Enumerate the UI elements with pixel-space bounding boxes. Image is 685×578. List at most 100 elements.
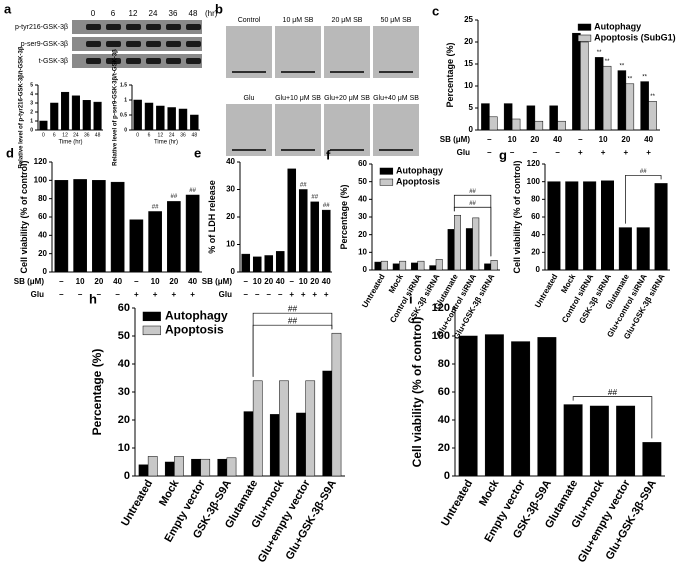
bar bbox=[625, 83, 635, 131]
y-tick-label: 40 bbox=[358, 194, 367, 203]
bar bbox=[164, 461, 175, 477]
y-tick-label: 0 bbox=[469, 125, 474, 134]
condition-value: + bbox=[312, 290, 317, 299]
blot-band bbox=[186, 58, 201, 64]
blot-row-label: p-ser9-GSK-3β bbox=[21, 41, 68, 48]
x-axis-label: Time (hr) bbox=[154, 140, 178, 146]
x-tick-label: Mock bbox=[387, 272, 405, 295]
y-tick-label: 80 bbox=[531, 194, 540, 203]
bar bbox=[489, 116, 498, 131]
significance: ** bbox=[597, 50, 602, 56]
bracket-label: ## bbox=[469, 189, 476, 195]
lane-label: 0 bbox=[91, 9, 96, 18]
condition-value: – bbox=[578, 135, 583, 144]
bar bbox=[481, 103, 490, 131]
legend-label: Autophagy bbox=[165, 309, 228, 323]
y-tick-label: 1.5 bbox=[120, 82, 127, 88]
y-tick-label: 100 bbox=[34, 175, 48, 184]
y-tick-label: 100 bbox=[432, 330, 450, 342]
micrograph bbox=[275, 26, 321, 78]
condition-value: – bbox=[510, 148, 515, 157]
condition-value: 20 bbox=[310, 277, 319, 286]
micrograph bbox=[226, 26, 272, 78]
bar bbox=[454, 214, 461, 271]
panel-label: h bbox=[89, 291, 97, 306]
bar bbox=[92, 180, 106, 273]
bracket bbox=[453, 194, 492, 257]
lane-label: 24 bbox=[149, 9, 158, 18]
bar bbox=[144, 102, 154, 131]
blot-band bbox=[126, 24, 141, 30]
y-tick-label: 0 bbox=[30, 127, 33, 133]
x-tick-label: 24 bbox=[73, 132, 79, 138]
y-tick-label: 50 bbox=[118, 330, 130, 342]
bar bbox=[305, 380, 316, 477]
x-tick-label: 12 bbox=[158, 132, 164, 138]
condition-value: – bbox=[290, 277, 295, 286]
bar bbox=[287, 168, 297, 273]
condition-value: 10 bbox=[599, 135, 608, 144]
blot-band bbox=[86, 24, 101, 30]
condition-name: SB (μM) bbox=[440, 135, 471, 144]
x-tick-label: 6 bbox=[53, 132, 56, 138]
bar bbox=[61, 91, 70, 131]
x-tick-label: 36 bbox=[180, 132, 186, 138]
legend-label: Apoptosis bbox=[165, 323, 224, 337]
legend-swatch bbox=[379, 178, 394, 186]
significance: ## bbox=[189, 188, 196, 194]
panel-label: a bbox=[4, 1, 12, 16]
y-tick-label: 20 bbox=[358, 230, 367, 239]
condition-value: – bbox=[244, 277, 249, 286]
y-tick-label: 0 bbox=[536, 265, 541, 274]
bar bbox=[435, 259, 443, 271]
condition-value: – bbox=[59, 290, 64, 299]
y-tick-label: 5 bbox=[469, 103, 474, 112]
y-tick-label: 60 bbox=[358, 159, 367, 168]
bar bbox=[93, 101, 102, 131]
y-tick-label: 0 bbox=[363, 265, 368, 274]
y-tick-label: 120 bbox=[432, 302, 450, 314]
y-tick-label: 30 bbox=[118, 386, 130, 398]
y-axis-label: Percentage (%) bbox=[339, 184, 349, 249]
bar bbox=[616, 405, 636, 477]
panel-label: b bbox=[215, 1, 223, 16]
bracket bbox=[252, 312, 333, 377]
y-tick-label: 0 bbox=[444, 470, 450, 482]
bar bbox=[417, 260, 425, 271]
condition-value: 40 bbox=[553, 135, 562, 144]
condition-value: + bbox=[601, 148, 606, 157]
y-tick-label: 15 bbox=[464, 59, 473, 68]
y-tick-label: 30 bbox=[358, 212, 367, 221]
bar bbox=[572, 32, 581, 131]
bracket bbox=[625, 175, 662, 224]
bracket-label: ## bbox=[469, 201, 476, 207]
y-tick-label: 120 bbox=[34, 157, 48, 166]
blot-band bbox=[166, 24, 181, 30]
blot-band bbox=[126, 41, 141, 47]
y-tick-label: 80 bbox=[38, 194, 47, 203]
blot-band bbox=[186, 24, 201, 30]
y-axis-label: Percentage (%) bbox=[445, 42, 455, 107]
bar bbox=[484, 263, 492, 271]
condition-value: + bbox=[624, 148, 629, 157]
condition-value: 20 bbox=[169, 277, 178, 286]
bar bbox=[411, 262, 418, 271]
bar bbox=[243, 411, 254, 477]
condition-value: – bbox=[487, 148, 492, 157]
lane-label: 6 bbox=[111, 9, 116, 18]
bar bbox=[589, 405, 609, 477]
bar bbox=[110, 181, 125, 273]
y-tick-label: 60 bbox=[118, 302, 130, 314]
y-tick-label: 20 bbox=[226, 212, 235, 221]
bar bbox=[167, 107, 176, 131]
condition-value: 10 bbox=[299, 277, 308, 286]
y-axis-label: Cell viability (% of control) bbox=[410, 317, 424, 468]
condition-value: 40 bbox=[276, 277, 285, 286]
bar bbox=[429, 265, 437, 271]
condition-value: – bbox=[487, 135, 492, 144]
condition-value: 20 bbox=[94, 277, 103, 286]
legend-swatch bbox=[577, 23, 592, 31]
image-caption: Control bbox=[238, 17, 261, 24]
y-tick-label: 60 bbox=[531, 212, 540, 221]
condition-name: SB (μM) bbox=[14, 277, 45, 286]
